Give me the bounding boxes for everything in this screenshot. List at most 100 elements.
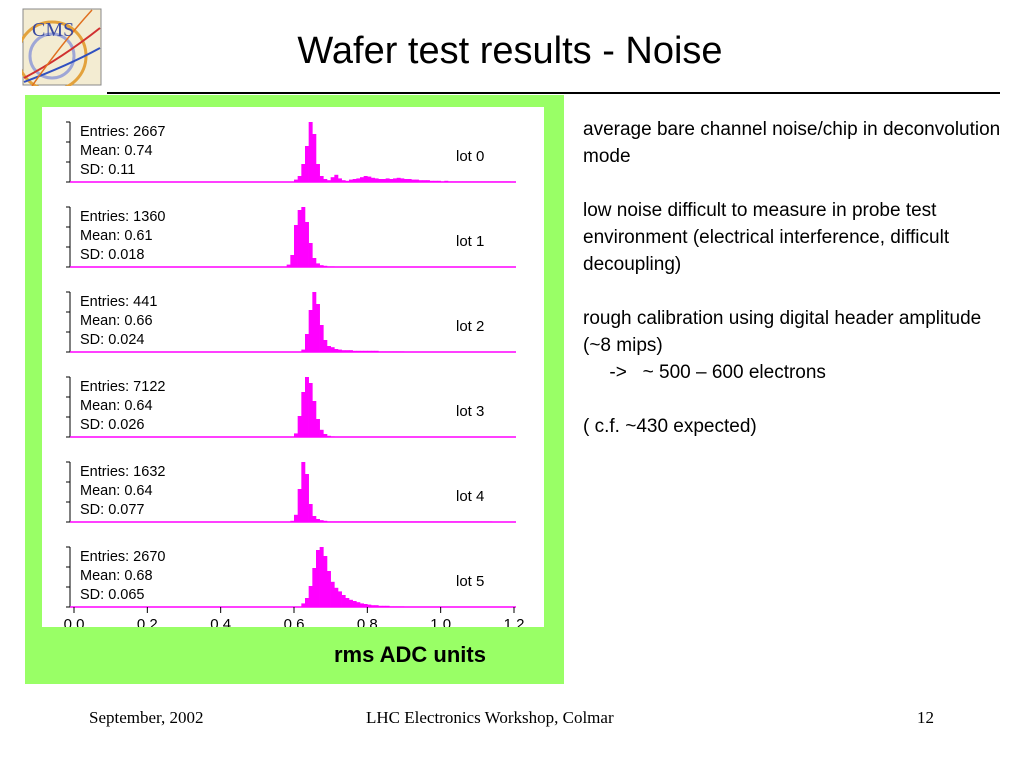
histogram-bar — [327, 521, 331, 522]
stats-text: Entries: 2670 — [80, 549, 165, 565]
histogram-bar — [385, 178, 390, 182]
histogram-bar — [433, 180, 438, 182]
histogram-bar — [290, 255, 295, 267]
histogram-bar — [301, 462, 306, 522]
histogram-bar — [312, 516, 317, 522]
histogram-bar — [415, 521, 419, 522]
histogram-bar — [312, 568, 317, 607]
stats-text: Entries: 1632 — [80, 464, 165, 480]
histogram-bar — [323, 179, 328, 182]
histogram-bar — [393, 606, 397, 607]
histogram-bar — [341, 521, 346, 522]
histogram-bar — [385, 605, 390, 607]
histogram-bar — [378, 179, 383, 182]
histogram-bar — [374, 178, 379, 182]
histogram-bar — [301, 164, 306, 182]
histogram-bar — [378, 351, 383, 352]
histogram-bar — [393, 521, 397, 522]
histogram-bar — [316, 550, 320, 607]
histogram-bar — [305, 334, 309, 352]
histogram-bar — [378, 605, 383, 607]
histogram-bar — [429, 180, 434, 182]
histogram-bar — [341, 350, 346, 352]
note-electrons-line: -> ~ 500 – 600 electrons — [583, 362, 826, 383]
histogram-bar — [473, 521, 478, 522]
histogram-bar — [363, 176, 368, 182]
histogram-bar — [451, 521, 456, 522]
histogram-bar — [301, 392, 306, 437]
histogram-bar — [459, 181, 463, 182]
histogram-bar — [323, 520, 328, 522]
histogram-bar — [396, 521, 401, 522]
histogram-bar — [404, 521, 408, 522]
histogram-bar — [345, 350, 350, 352]
lot-label: lot 2 — [456, 318, 484, 335]
histogram-bar — [444, 521, 449, 522]
histogram-bar — [462, 521, 467, 522]
histogram-bar — [389, 606, 394, 607]
histogram-bar — [360, 350, 364, 352]
histogram-bar — [327, 180, 331, 182]
histogram-bar — [323, 340, 328, 352]
histogram-bar — [308, 243, 313, 267]
stats-text: Entries: 441 — [80, 294, 157, 310]
histogram-bar — [334, 349, 339, 352]
stats-text: Mean: 0.61 — [80, 228, 153, 244]
histogram-bar — [400, 606, 405, 607]
histogram-bar — [349, 179, 353, 182]
histogram-bar — [316, 519, 320, 522]
histogram-bar — [400, 178, 405, 182]
histogram-bar — [429, 521, 434, 522]
stats-text: Mean: 0.74 — [80, 143, 153, 159]
histogram-bar — [308, 504, 313, 522]
stats-text: Mean: 0.64 — [80, 398, 153, 414]
histogram-bar — [319, 429, 324, 437]
note-expected: ( c.f. ~430 expected) — [583, 416, 757, 437]
histogram-bar — [356, 178, 361, 182]
histogram-bar — [312, 401, 317, 437]
histogram-bar — [411, 521, 416, 522]
histogram-bar — [305, 377, 309, 437]
histogram-bar — [367, 350, 372, 352]
histogram-bar — [349, 350, 353, 352]
histogram-bar — [301, 603, 306, 607]
histogram-bar — [327, 571, 331, 607]
histogram-bar — [312, 258, 317, 267]
stats-text: Mean: 0.66 — [80, 313, 153, 329]
histogram-bar — [345, 180, 350, 182]
histogram-bar — [316, 419, 320, 437]
histogram-bar — [418, 180, 423, 182]
histogram-bar — [448, 181, 452, 182]
histogram-bar — [297, 489, 302, 522]
histogram-bar — [345, 521, 350, 522]
histogram-bar — [319, 325, 324, 352]
histogram-bar — [327, 266, 331, 267]
histogram-bar — [316, 263, 320, 267]
histogram-bar — [415, 179, 419, 182]
histogram-bar — [422, 180, 427, 182]
histogram-bar — [407, 179, 412, 182]
histogram-bar — [506, 181, 511, 182]
stats-text: Mean: 0.64 — [80, 483, 153, 499]
histogram-bar — [462, 181, 467, 182]
histogram-chart: Entries: 2667 Mean: 0.74 SD: 0.11 lot 0 Entr… — [42, 107, 544, 627]
histogram-bar — [440, 181, 445, 182]
histogram-bar — [308, 586, 313, 607]
x-tick-label: 0.0 — [64, 616, 85, 627]
histogram-bar — [433, 521, 438, 522]
stats-text: SD: 0.018 — [80, 247, 145, 263]
stats-text: SD: 0.024 — [80, 332, 145, 348]
histogram-bar — [323, 434, 328, 437]
histogram-bar — [371, 605, 375, 607]
x-tick-label: 0.6 — [284, 616, 305, 627]
stats-text: Entries: 7122 — [80, 379, 165, 395]
x-tick-label: 0.8 — [357, 616, 378, 627]
histogram-bar — [400, 521, 405, 522]
stats-text: SD: 0.11 — [80, 162, 135, 178]
histogram-bar — [385, 351, 390, 352]
x-tick-label: 0.2 — [137, 616, 158, 627]
lot-label: lot 5 — [456, 573, 484, 590]
histogram-bar — [393, 178, 397, 182]
histogram-bar — [389, 179, 394, 182]
histogram-bar — [334, 521, 339, 522]
